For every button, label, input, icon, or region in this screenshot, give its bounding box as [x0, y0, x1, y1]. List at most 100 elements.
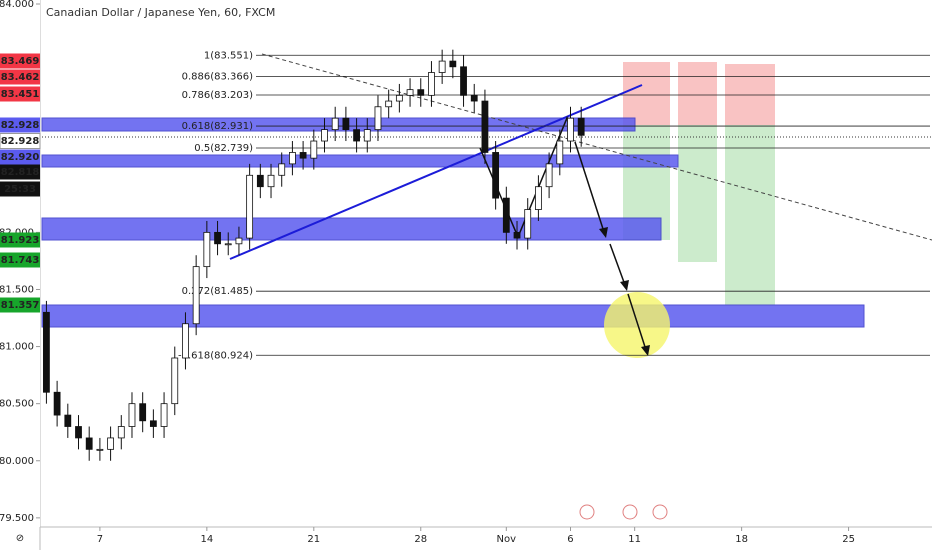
- candle-body: [524, 209, 532, 239]
- candle-body: [342, 117, 350, 131]
- fib-label: 0.272(81.485): [182, 286, 254, 297]
- candle-body: [310, 140, 318, 159]
- candle-body: [117, 426, 125, 439]
- zone: [41, 217, 662, 241]
- candle-body: [224, 243, 232, 246]
- axes: 84.00082.00081.50081.00080.50080.00079.5…: [0, 0, 855, 545]
- fib-label: 1(83.551): [204, 50, 253, 61]
- price-badge-label: 83.469: [1, 56, 40, 67]
- price-badge-label: 82.928: [1, 136, 40, 147]
- candle-body: [75, 426, 82, 439]
- candle-body: [428, 72, 435, 96]
- arrowhead: [599, 227, 608, 238]
- candle-body: [481, 100, 489, 153]
- x-tick-label: 11: [628, 534, 641, 545]
- price-badge: [0, 53, 40, 69]
- fib-label: 0.618(82.931): [182, 121, 254, 132]
- candle-body: [267, 174, 275, 188]
- candle-body: [289, 152, 296, 165]
- x-tick-label: 7: [97, 534, 103, 545]
- price-badge: [0, 86, 40, 102]
- candle-body: [128, 403, 136, 427]
- fib-label: -0.618(80.924): [178, 350, 253, 361]
- candle-body: [363, 129, 371, 142]
- loss-zone: [678, 62, 717, 125]
- y-tick-label: 81.500: [0, 284, 34, 295]
- price-badge-label: 82.920: [1, 152, 40, 163]
- price-badge: [0, 181, 40, 197]
- loss-zone: [623, 62, 670, 125]
- price-badge-label: 81.923: [1, 235, 40, 246]
- candle-body: [513, 231, 521, 239]
- price-badge: [0, 149, 40, 165]
- fib-label: 0.786(83.203): [182, 90, 254, 101]
- candle-body: [556, 140, 564, 165]
- fib-levels: 1(83.551) 0.886(83.366) 0.786(83.203) 0.618…: [178, 50, 930, 361]
- candle-body: [96, 448, 104, 451]
- arrow: [609, 243, 626, 286]
- loss-zone: [725, 64, 775, 125]
- candle-body: [331, 117, 339, 131]
- price-badge: [0, 297, 40, 313]
- price-badge: [0, 232, 40, 248]
- arrowhead: [620, 280, 629, 291]
- price-badge-label: 81.357: [1, 300, 40, 311]
- candle-body: [149, 420, 157, 427]
- x-tick-label: 14: [200, 534, 213, 545]
- price-badge: [0, 252, 40, 268]
- candle-body: [139, 403, 147, 422]
- price-badge-label: 83.462: [1, 72, 40, 83]
- x-tick-label: 18: [735, 534, 748, 545]
- event-icon: [579, 504, 595, 520]
- candle-body: [374, 106, 382, 131]
- y-tick-label: 81.000: [0, 342, 34, 353]
- candle-body: [43, 311, 50, 393]
- candle-body: [278, 163, 286, 176]
- fib-label: 0.886(83.366): [182, 71, 254, 82]
- event-icons: [579, 504, 668, 520]
- price-badge-label: 81.743: [1, 255, 40, 266]
- arrows: [574, 141, 650, 356]
- fib-label: 0.5(82.739): [194, 143, 253, 154]
- candle-body: [171, 357, 179, 405]
- candle-body: [545, 163, 553, 188]
- y-tick-label: 79.500: [0, 513, 34, 524]
- price-badge-label: 25:33: [4, 184, 36, 195]
- candle-body: [64, 414, 72, 427]
- arrow: [627, 293, 647, 351]
- target-circle: [604, 292, 670, 358]
- candle-body: [192, 266, 200, 325]
- x-tick-label: Nov: [497, 534, 517, 545]
- candle-body: [203, 231, 211, 268]
- price-badge: [0, 69, 40, 85]
- candle-body: [567, 117, 574, 142]
- candle-body: [438, 60, 446, 73]
- chart-title: Canadian Dollar / Japanese Yen, 60, FXCM: [46, 6, 275, 19]
- zone: [41, 304, 865, 328]
- arrow: [574, 141, 605, 233]
- candle-body: [235, 237, 243, 245]
- candle-body: [395, 94, 403, 102]
- candle-body: [449, 60, 457, 68]
- candle-body: [85, 437, 93, 450]
- event-icon: [622, 504, 638, 520]
- x-tick-label: 21: [307, 534, 320, 545]
- candle-body: [470, 94, 478, 102]
- price-badge-label: 82.818: [1, 167, 40, 178]
- y-tick-label: 80.000: [0, 456, 34, 467]
- x-tick-label: 25: [842, 534, 855, 545]
- zone: [41, 154, 679, 168]
- candle-body: [577, 117, 585, 136]
- candle-body: [385, 100, 393, 108]
- y-tick-label: 80.500: [0, 399, 34, 410]
- candle-body: [353, 129, 360, 142]
- x-tick-label: 6: [567, 534, 573, 545]
- candles: [43, 49, 585, 461]
- y-tick-label: 84.000: [0, 0, 34, 10]
- profit-zone: [678, 125, 717, 262]
- candle-body: [246, 174, 254, 239]
- candle-body: [256, 174, 264, 188]
- trend-line: [229, 84, 643, 260]
